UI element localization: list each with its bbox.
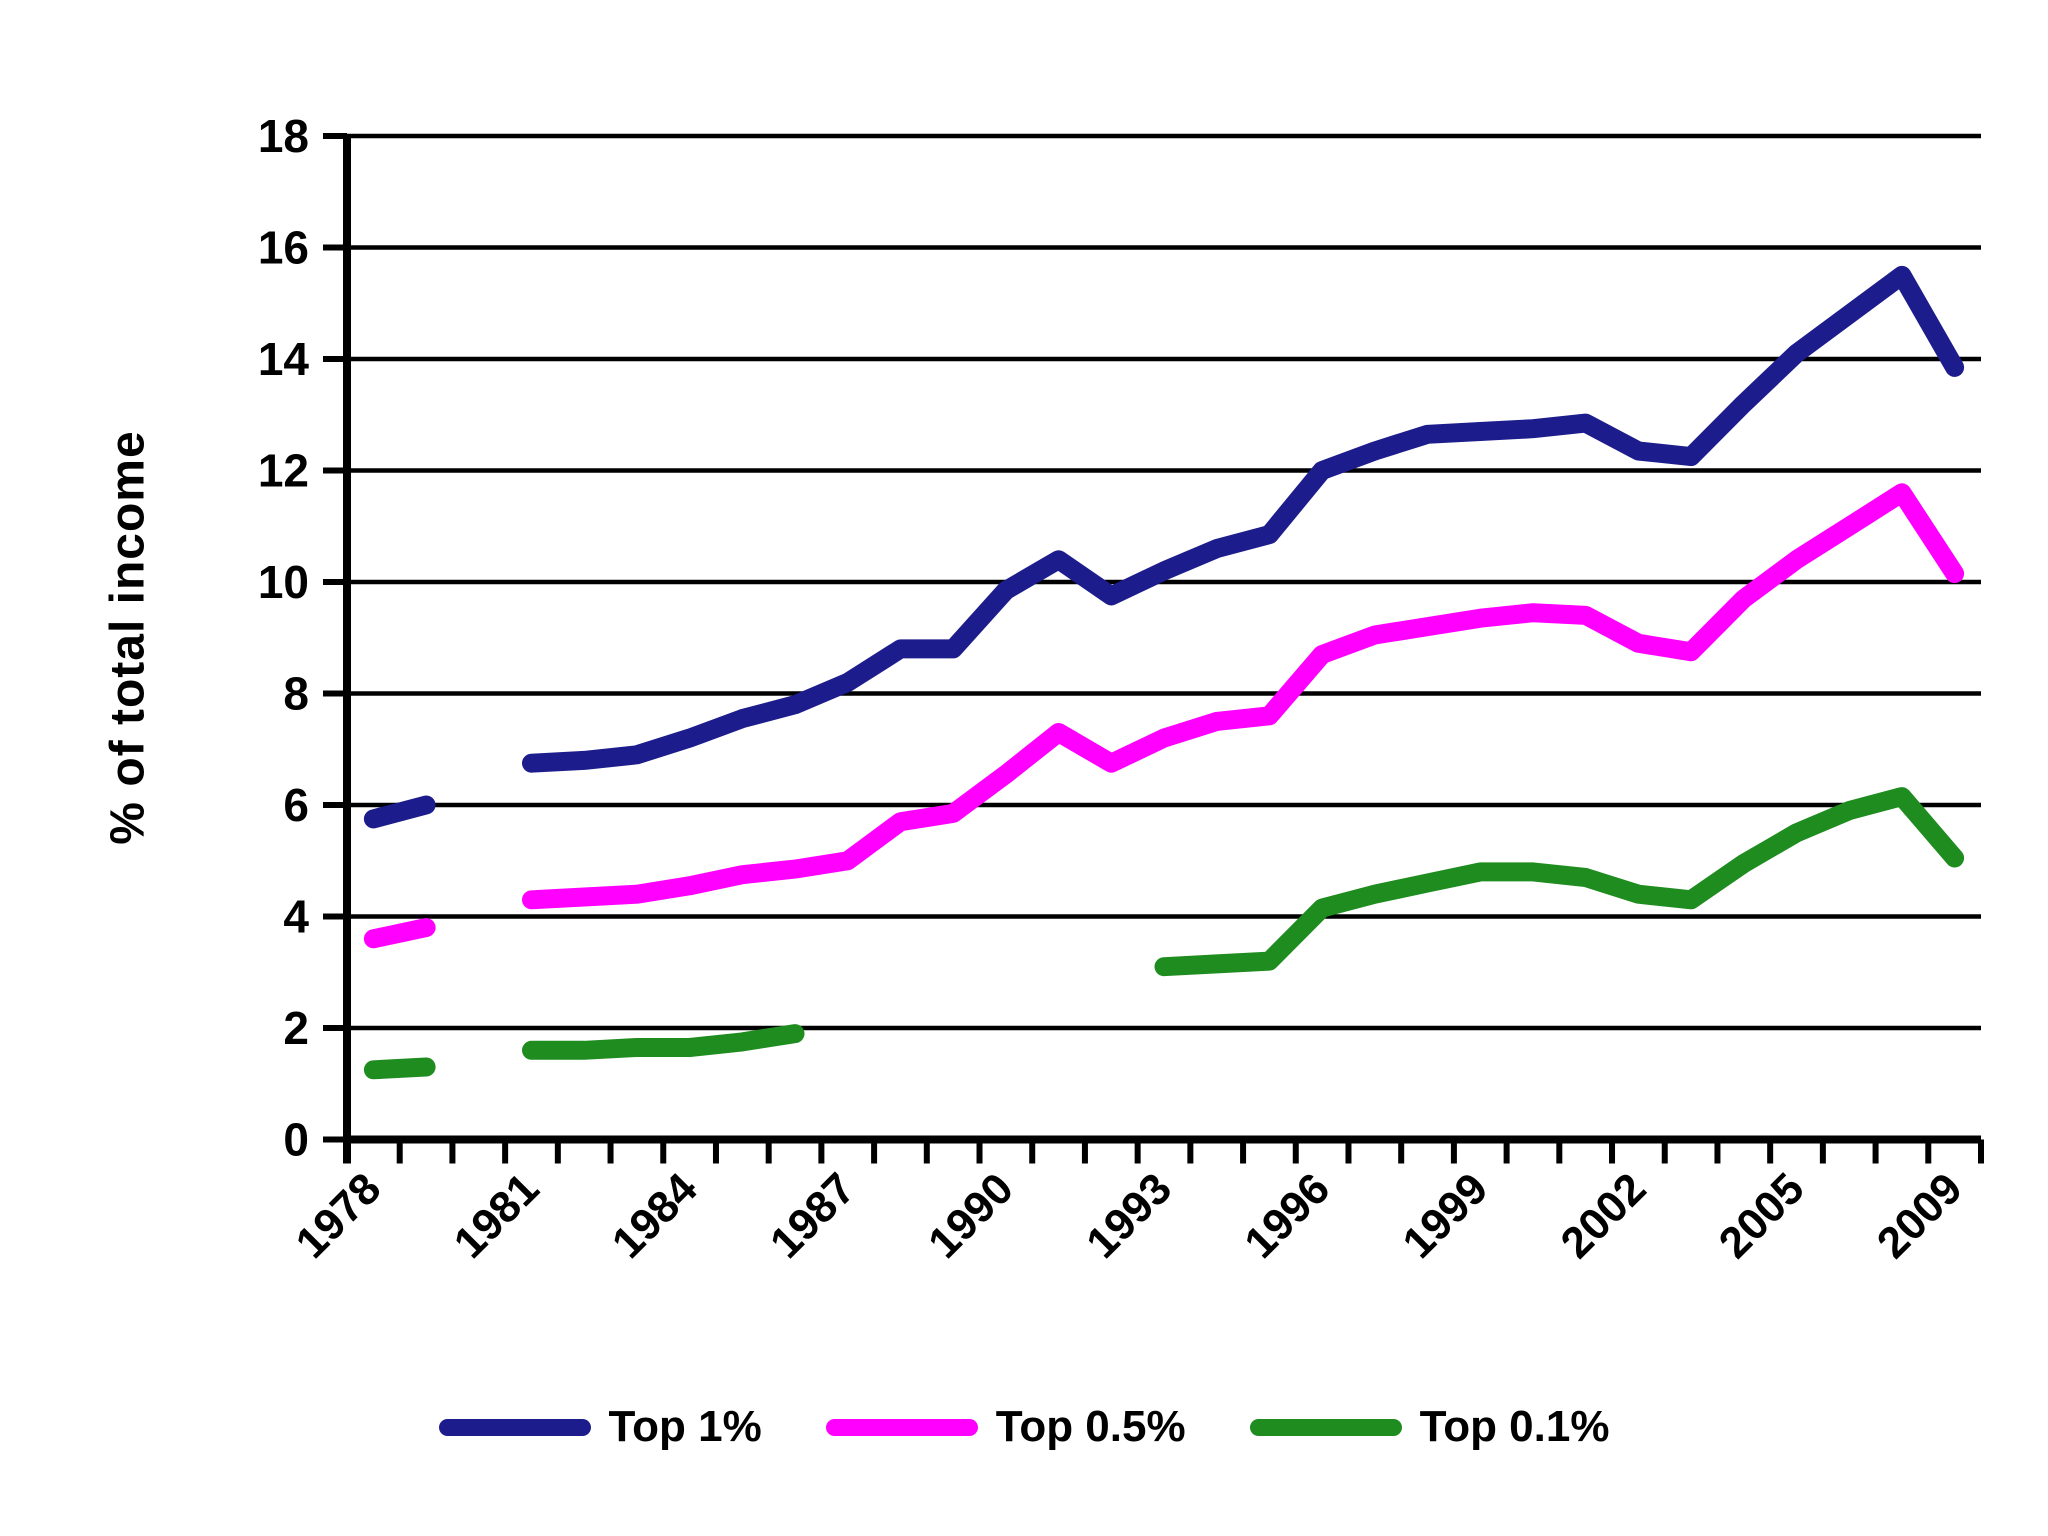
svg-text:1978: 1978: [287, 1164, 391, 1268]
svg-text:1990: 1990: [919, 1164, 1023, 1268]
y-axis-title: % of total income: [101, 430, 155, 845]
svg-text:8: 8: [283, 668, 309, 720]
svg-text:1996: 1996: [1235, 1164, 1339, 1268]
svg-text:4: 4: [283, 891, 309, 943]
svg-text:12: 12: [258, 445, 309, 497]
legend-swatch-top05: [825, 1418, 978, 1436]
svg-text:0: 0: [283, 1114, 309, 1166]
svg-text:6: 6: [283, 779, 309, 831]
svg-text:1999: 1999: [1393, 1164, 1497, 1268]
legend-label-top05: Top 0.5%: [995, 1402, 1186, 1451]
svg-text:2009: 2009: [1868, 1164, 1972, 1268]
legend-swatch-top01: [1249, 1418, 1402, 1436]
legend-label-top01: Top 0.1%: [1419, 1402, 1610, 1451]
svg-text:2005: 2005: [1710, 1164, 1814, 1268]
svg-text:10: 10: [258, 556, 309, 608]
legend-label-top1: Top 1%: [608, 1402, 762, 1451]
svg-text:1981: 1981: [445, 1164, 549, 1268]
legend-item-top05: Top 0.5%: [825, 1402, 1186, 1452]
svg-text:1984: 1984: [603, 1164, 707, 1268]
svg-text:18: 18: [258, 110, 309, 162]
legend-item-top1: Top 1%: [438, 1402, 762, 1452]
legend-swatch-top1: [438, 1418, 591, 1436]
legend-item-top01: Top 0.1%: [1249, 1402, 1610, 1452]
svg-text:1993: 1993: [1077, 1164, 1181, 1268]
svg-text:2: 2: [283, 1002, 309, 1054]
svg-text:1987: 1987: [761, 1164, 865, 1268]
chart-legend: Top 1% Top 0.5% Top 0.1%: [0, 1402, 2048, 1452]
svg-text:14: 14: [258, 333, 310, 385]
svg-text:2002: 2002: [1552, 1164, 1656, 1268]
svg-text:16: 16: [258, 222, 309, 274]
